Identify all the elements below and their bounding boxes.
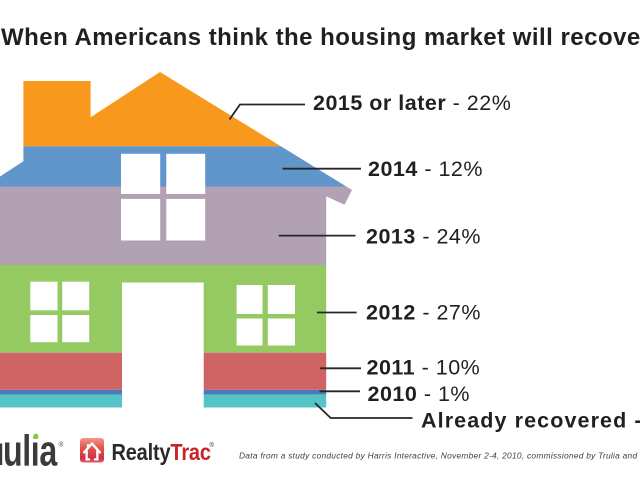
- svg-text:2013 - 24%: 2013 - 24%: [366, 224, 481, 248]
- svg-text:2010 - 1%: 2010 - 1%: [368, 382, 471, 406]
- svg-text:2011 - 10%: 2011 - 10%: [367, 356, 481, 380]
- svg-text:®: ®: [59, 441, 64, 449]
- svg-text:®: ®: [210, 442, 215, 449]
- svg-text:2012 - 27%: 2012 - 27%: [366, 300, 481, 324]
- svg-text:Already recovered -: Already recovered -: [421, 409, 640, 433]
- svg-text:RealtyTrac: RealtyTrac: [112, 439, 211, 466]
- svg-text:Data from a study conducted by: Data from a study conducted by Harris In…: [239, 450, 640, 460]
- svg-text:2015 or later - 22%: 2015 or later - 22%: [313, 91, 511, 115]
- svg-text:When Americans think the housi: When Americans think the housing market …: [1, 24, 640, 51]
- svg-text:2014 - 12%: 2014 - 12%: [368, 157, 483, 181]
